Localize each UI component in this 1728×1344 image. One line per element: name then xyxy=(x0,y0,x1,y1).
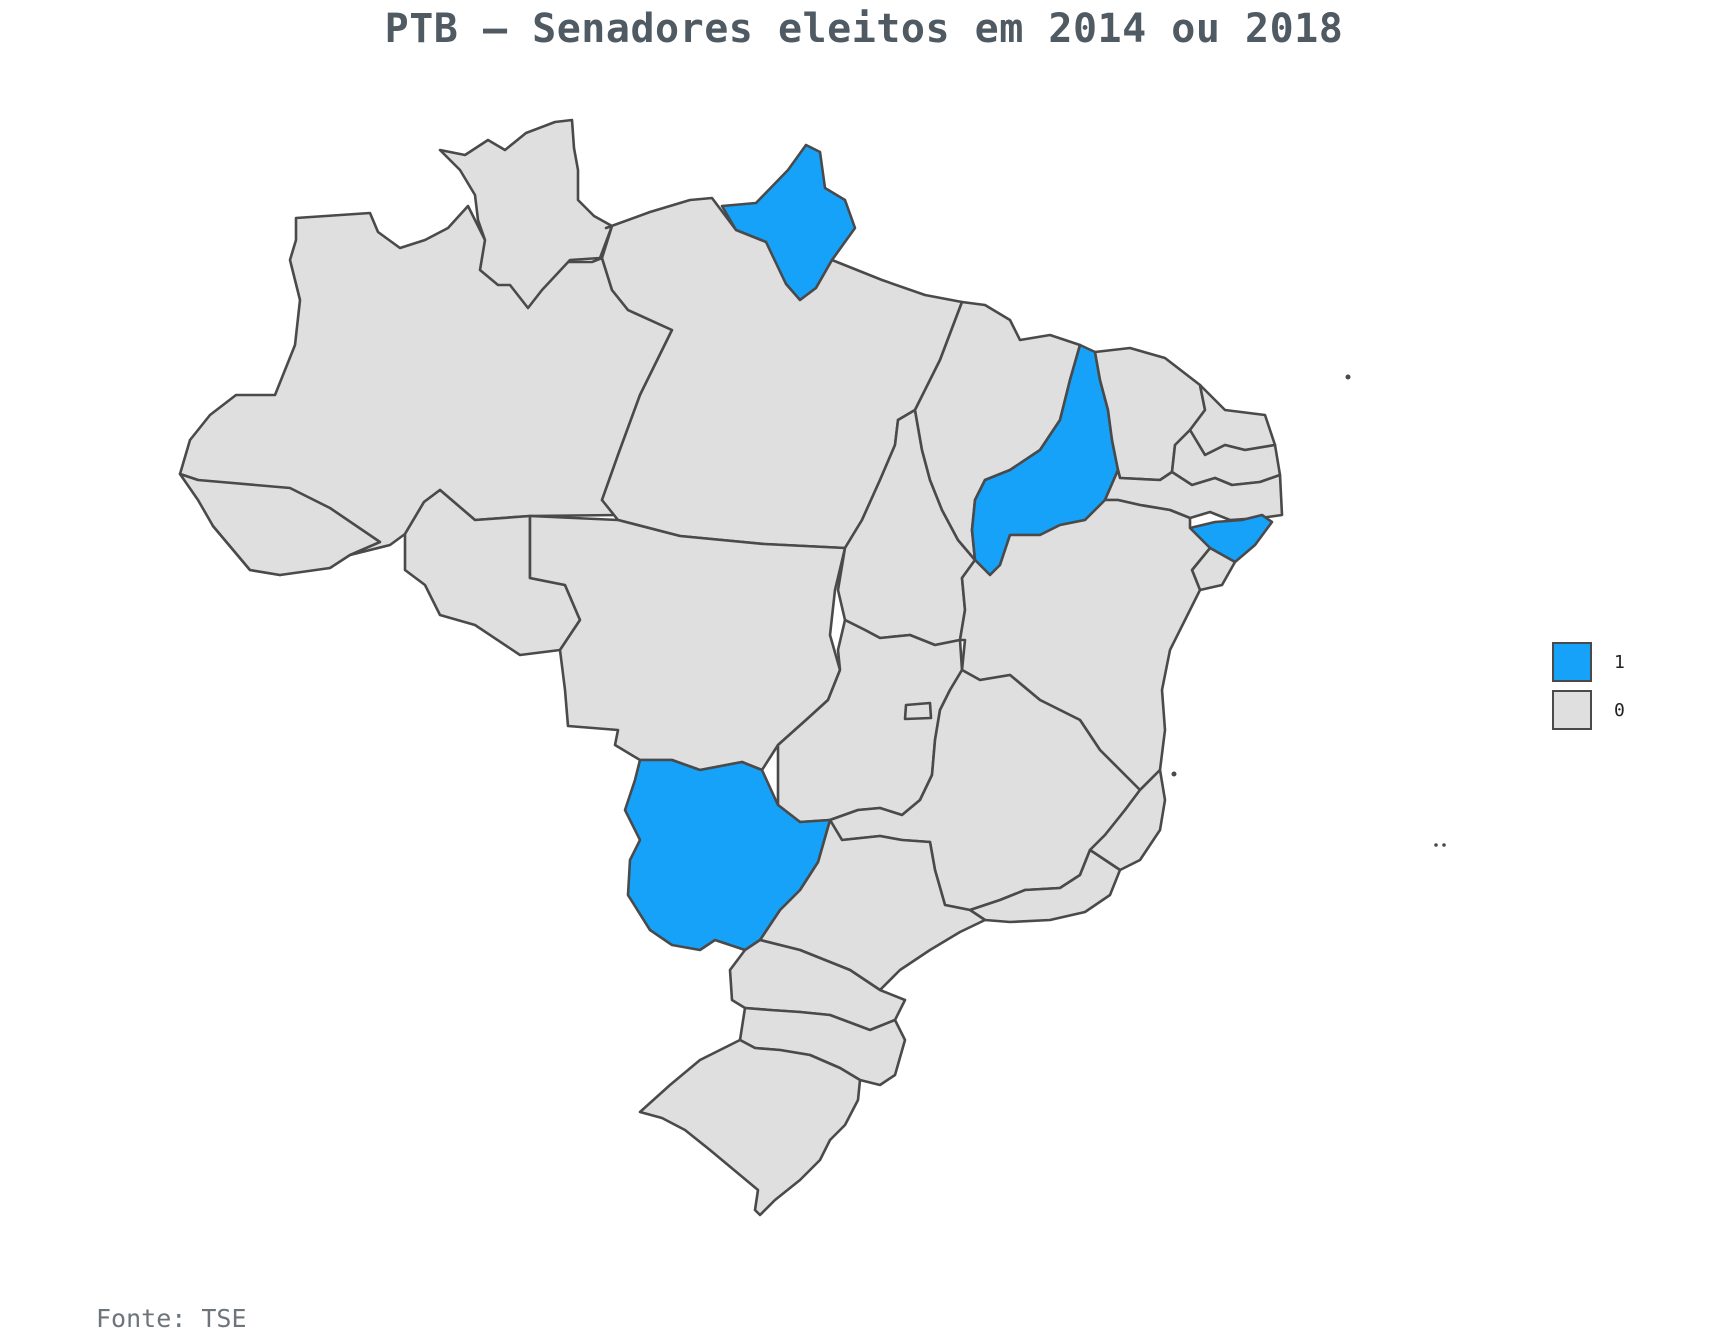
legend-item-1: 1 xyxy=(1552,640,1625,684)
source-caption: Fonte: TSE xyxy=(96,1304,247,1333)
legend-swatch-0 xyxy=(1552,690,1592,730)
island-dot xyxy=(1434,843,1438,847)
legend-swatch-1 xyxy=(1552,642,1592,682)
state-rio-grande-do-norte xyxy=(1188,383,1277,457)
state-espirito-santo xyxy=(1088,768,1167,872)
legend-label-0: 0 xyxy=(1614,699,1625,721)
legend-label-1: 1 xyxy=(1614,651,1625,673)
island-dot xyxy=(1171,771,1177,777)
state-rio-grande-do-sul xyxy=(638,1038,862,1217)
island-dot xyxy=(1345,374,1351,380)
map-title: PTB – Senadores eleitos em 2014 ou 2018 xyxy=(384,6,1344,52)
island-dot xyxy=(1442,843,1446,847)
state-acre xyxy=(178,472,382,577)
legend: 1 0 xyxy=(1552,640,1625,736)
legend-item-0: 0 xyxy=(1552,688,1625,732)
state-distrito-federal xyxy=(903,701,933,721)
